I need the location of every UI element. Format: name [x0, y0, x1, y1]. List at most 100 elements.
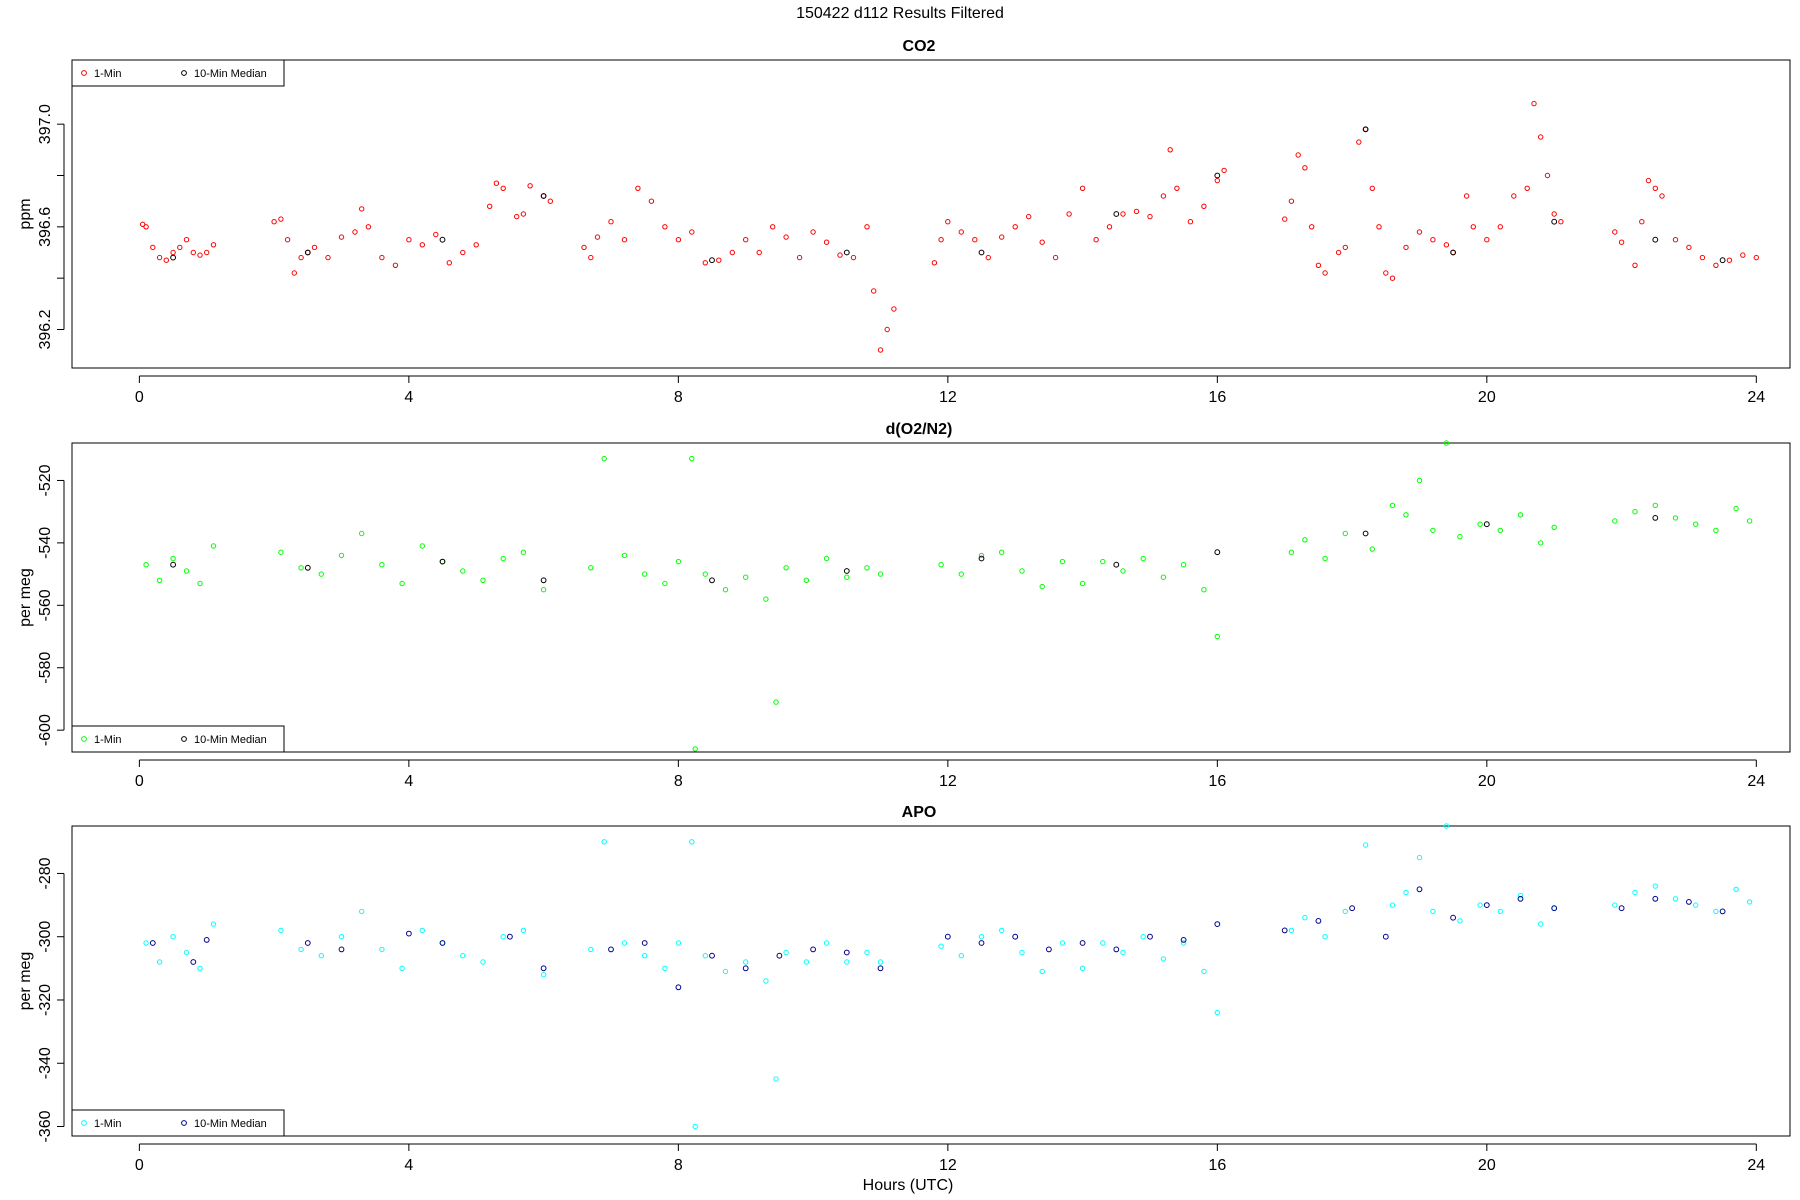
data-point — [1093, 237, 1099, 243]
data-point — [1342, 244, 1349, 251]
data-point — [743, 237, 749, 243]
median-point — [1450, 914, 1456, 921]
data-point — [1335, 249, 1342, 256]
median-point — [1214, 549, 1221, 556]
data-point — [871, 288, 877, 294]
data-point — [938, 562, 944, 568]
data-point — [1726, 257, 1733, 263]
data-point — [156, 254, 163, 261]
data-point — [601, 839, 607, 845]
data-point — [183, 237, 190, 243]
data-point — [325, 254, 331, 261]
data-point — [1133, 208, 1140, 215]
page-title: 150422 d112 Results Filtered — [796, 5, 1004, 22]
data-point — [1511, 193, 1517, 199]
median-point — [1652, 895, 1659, 902]
x-tick-label: 8 — [674, 773, 683, 790]
data-point — [1416, 854, 1423, 861]
data-point — [999, 549, 1005, 555]
y-tick-label: -300 — [37, 921, 54, 953]
data-point — [1746, 899, 1753, 905]
median-point — [1113, 211, 1120, 217]
median-point — [338, 946, 345, 953]
median-point — [1382, 933, 1389, 940]
data-point — [365, 224, 372, 230]
y-tick-label: -320 — [37, 984, 54, 1016]
data-point — [1369, 185, 1376, 192]
data-point — [197, 965, 203, 971]
data-point — [338, 934, 345, 940]
data-point — [773, 1076, 779, 1082]
panel-apo: APO per meg 0 4 8 12 16 20 24 -360 -340 -320 -300 -28… — [17, 804, 1791, 1174]
median-point — [1719, 257, 1726, 264]
median-point — [776, 952, 783, 959]
median-point — [709, 257, 715, 264]
data-point — [493, 180, 500, 186]
data-point — [399, 965, 405, 971]
data-point — [1693, 521, 1699, 527]
data-point — [635, 185, 641, 192]
data-point — [1282, 216, 1288, 222]
data-point — [1106, 224, 1113, 230]
data-point — [716, 257, 722, 263]
data-point — [803, 959, 810, 965]
data-point — [1059, 940, 1066, 946]
data-point — [1140, 555, 1146, 562]
data-point — [702, 953, 708, 959]
data-point — [399, 580, 405, 587]
y-axis-label: ppm — [17, 198, 34, 229]
data-point — [1443, 823, 1450, 829]
data-point — [1120, 211, 1126, 217]
data-point — [1746, 518, 1753, 524]
median-point — [1214, 921, 1221, 927]
data-point — [460, 953, 466, 959]
data-point — [1430, 908, 1436, 915]
data-point — [520, 211, 527, 217]
median-point — [170, 561, 177, 568]
data-point — [1066, 211, 1072, 217]
data-point — [1120, 568, 1126, 574]
y-tick-label: -360 — [37, 1110, 54, 1142]
panel-co2: CO2 ppm 0 4 8 12 16 20 24 396.2 396.6 397.0 1-Min 10-… — [17, 38, 1791, 406]
x-tick-label: 16 — [1208, 389, 1226, 406]
data-point — [844, 959, 850, 965]
median-point — [170, 254, 177, 261]
data-point — [1120, 949, 1126, 956]
data-point — [197, 252, 203, 258]
data-point — [419, 242, 425, 248]
series-one-min — [143, 440, 1753, 752]
data-point — [1612, 902, 1618, 908]
data-point — [594, 234, 601, 240]
median-point — [507, 933, 513, 940]
data-point — [1672, 515, 1679, 521]
median-point — [843, 568, 850, 574]
data-point — [500, 934, 506, 940]
median-point — [608, 946, 614, 953]
median-point — [304, 564, 311, 571]
data-point — [1389, 902, 1396, 908]
data-point — [689, 839, 695, 845]
data-point — [190, 249, 197, 256]
data-point — [406, 237, 412, 243]
data-point — [298, 565, 304, 571]
data-point — [692, 746, 698, 752]
data-point — [379, 946, 385, 953]
data-point — [500, 185, 506, 192]
median-point — [1362, 126, 1369, 133]
data-point — [1686, 244, 1692, 251]
x-tick-label: 24 — [1747, 389, 1765, 406]
data-point — [763, 978, 769, 984]
data-point — [743, 959, 749, 965]
data-point — [729, 249, 735, 256]
median-point — [540, 193, 547, 199]
median-point — [1113, 561, 1120, 568]
data-point — [999, 927, 1005, 934]
data-point — [460, 249, 466, 256]
data-point — [1160, 193, 1167, 199]
median-point — [203, 937, 210, 943]
data-point — [722, 968, 729, 975]
y-tick-label: 397.0 — [37, 104, 54, 144]
data-point — [1531, 100, 1537, 107]
data-point — [1362, 842, 1369, 848]
median-point — [439, 236, 446, 243]
